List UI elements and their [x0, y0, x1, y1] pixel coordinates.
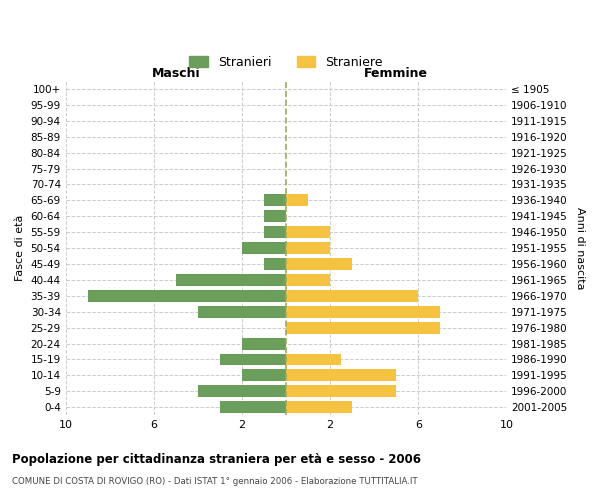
Bar	[286, 274, 330, 286]
Bar	[286, 322, 440, 334]
Bar	[264, 226, 286, 238]
Bar	[242, 242, 286, 254]
Bar	[198, 306, 286, 318]
Text: Maschi: Maschi	[152, 68, 200, 80]
Bar	[286, 194, 308, 206]
Bar	[242, 338, 286, 349]
Bar	[242, 370, 286, 382]
Text: Femmine: Femmine	[364, 68, 428, 80]
Text: COMUNE DI COSTA DI ROVIGO (RO) - Dati ISTAT 1° gennaio 2006 - Elaborazione TUTTI: COMUNE DI COSTA DI ROVIGO (RO) - Dati IS…	[12, 478, 418, 486]
Text: Popolazione per cittadinanza straniera per età e sesso - 2006: Popolazione per cittadinanza straniera p…	[12, 452, 421, 466]
Bar	[220, 354, 286, 366]
Bar	[264, 258, 286, 270]
Y-axis label: Fasce di età: Fasce di età	[15, 215, 25, 282]
Bar	[176, 274, 286, 286]
Legend: Stranieri, Straniere: Stranieri, Straniere	[184, 50, 388, 74]
Bar	[286, 290, 418, 302]
Bar	[286, 306, 440, 318]
Bar	[198, 386, 286, 397]
Y-axis label: Anni di nascita: Anni di nascita	[575, 207, 585, 290]
Bar	[286, 258, 352, 270]
Bar	[88, 290, 286, 302]
Bar	[220, 401, 286, 413]
Bar	[286, 242, 330, 254]
Bar	[286, 354, 341, 366]
Bar	[286, 370, 396, 382]
Bar	[286, 226, 330, 238]
Bar	[286, 386, 396, 397]
Bar	[264, 194, 286, 206]
Bar	[264, 210, 286, 222]
Bar	[286, 401, 352, 413]
